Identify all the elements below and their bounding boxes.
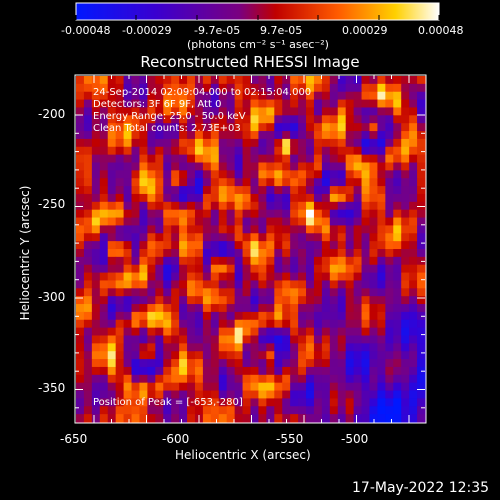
- info-line: Detectors: 3F 6F 9F, Att 0: [93, 99, 222, 110]
- axis-ticks: [75, 75, 425, 423]
- colorbar-tick-label: -0.00048: [61, 24, 111, 37]
- x-tick-label: -600: [162, 432, 190, 446]
- colorbar-tick-label: -0.00029: [122, 24, 172, 37]
- y-axis-label: Heliocentric Y (arcsec): [18, 185, 32, 321]
- info-line: Clean Total counts: 2.73E+03: [93, 123, 241, 134]
- y-tick-label: -250: [38, 197, 66, 211]
- colorbar-tick-label: 0.00048: [418, 24, 464, 37]
- x-tick-label: -650: [60, 432, 88, 446]
- heatmap-image: [76, 76, 426, 423]
- colorbar-ticks: [75, 15, 440, 20]
- info-line: 24-Sep-2014 02:09:04.000 to 02:15:04.000: [93, 87, 312, 98]
- info-line: Energy Range: 25.0 - 50.0 keV: [93, 111, 246, 122]
- x-axis-label: Heliocentric X (arcsec): [175, 448, 311, 462]
- y-tick-label: -200: [38, 107, 66, 121]
- colorbar-unit-label: (photons cm⁻² s⁻¹ asec⁻²): [187, 38, 329, 51]
- plot-frame: [74, 74, 427, 424]
- x-tick-label: -550: [276, 432, 304, 446]
- x-tick-label: -500: [341, 432, 369, 446]
- peak-position-label: Position of Peak = [-653,-280]: [93, 397, 243, 408]
- colorbar-tick-label: 0.00029: [342, 24, 388, 37]
- y-tick-label: -350: [38, 381, 66, 395]
- colorbar-tick-label: -9.7e-05: [194, 24, 241, 37]
- chart-title: Reconstructed RHESSI Image: [140, 53, 360, 71]
- colorbar-tick-label: 9.7e-05: [260, 24, 303, 37]
- y-tick-label: -300: [38, 290, 66, 304]
- timestamp: 17-May-2022 12:35: [352, 480, 490, 496]
